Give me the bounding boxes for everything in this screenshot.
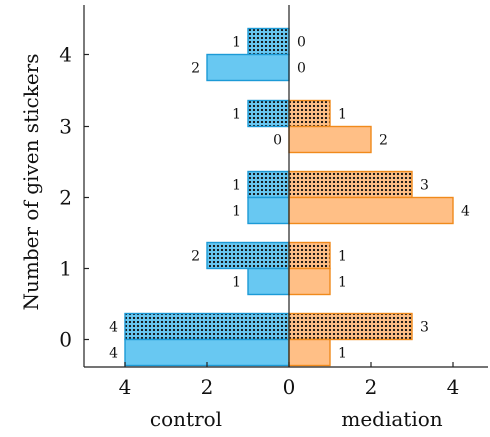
bar-mediation-dotted-0 (288, 312, 413, 341)
value-label-control-dotted-3: 1 (232, 107, 241, 123)
right-group-label: mediation (341, 407, 442, 431)
left-group-label: control (150, 407, 222, 431)
x-tick-label-4: 4 (447, 375, 460, 399)
bar-control-solid-1 (247, 267, 290, 296)
y-tick-label-1: 1 (59, 257, 72, 281)
bar-mediation-solid-2 (288, 196, 454, 225)
bar-control-dotted-4 (247, 27, 290, 56)
value-label-mediation-solid-3: 2 (379, 133, 388, 149)
bar-mediation-solid-3 (288, 125, 372, 154)
value-label-control-dotted-0: 4 (109, 320, 118, 336)
y-tick-label-4: 4 (59, 43, 72, 67)
value-label-control-solid-4: 2 (191, 61, 200, 77)
value-label-mediation-dotted-3: 1 (338, 107, 347, 123)
value-label-mediation-solid-2: 4 (461, 204, 470, 220)
value-label-control-dotted-1: 2 (191, 249, 200, 265)
y-tick-label-3: 3 (59, 115, 72, 139)
value-label-control-dotted-2: 1 (232, 178, 241, 194)
bar-control-dotted-2 (247, 170, 290, 199)
bar-control-solid-4 (206, 53, 290, 82)
bar-control-solid-2 (247, 196, 290, 225)
y-tick-label-0: 0 (59, 328, 72, 352)
bar-control-solid-0 (124, 338, 290, 367)
bar-mediation-dotted-2 (288, 170, 413, 199)
bar-control-dotted-1 (206, 241, 290, 270)
value-labels-layer: 4 2 1 1 1 4 1 1 0 2 3 1 3 1 0 1 1 4 2 0 (109, 35, 470, 362)
bars-layer (124, 27, 454, 367)
bar-mediation-dotted-3 (288, 99, 331, 128)
value-label-control-dotted-4: 1 (232, 35, 241, 51)
x-tick-label-0: 4 (119, 375, 132, 399)
x-tick-label-1: 2 (201, 375, 214, 399)
value-label-control-solid-3: 0 (273, 133, 282, 149)
x-tick-label-2: 0 (283, 375, 296, 399)
value-label-control-solid-1: 1 (232, 275, 241, 291)
x-tick-label-3: 2 (365, 375, 378, 399)
value-label-mediation-dotted-1: 1 (338, 249, 347, 265)
value-label-control-solid-0: 4 (109, 346, 118, 362)
value-label-control-solid-2: 1 (232, 204, 241, 220)
value-label-mediation-dotted-2: 3 (420, 178, 429, 194)
bar-control-dotted-0 (124, 312, 290, 341)
value-label-mediation-dotted-0: 3 (420, 320, 429, 336)
value-label-mediation-solid-1: 1 (338, 275, 347, 291)
bar-mediation-solid-0 (288, 338, 331, 367)
bar-control-dotted-3 (247, 99, 290, 128)
y-axis-title: Number of given stickers (19, 54, 43, 311)
y-tick-label-2: 2 (59, 186, 72, 210)
value-label-mediation-dotted-4: 0 (297, 35, 306, 51)
value-label-mediation-solid-0: 1 (338, 346, 347, 362)
value-label-mediation-solid-4: 0 (297, 61, 306, 77)
bar-mediation-solid-1 (288, 267, 331, 296)
bar-mediation-dotted-1 (288, 241, 331, 270)
